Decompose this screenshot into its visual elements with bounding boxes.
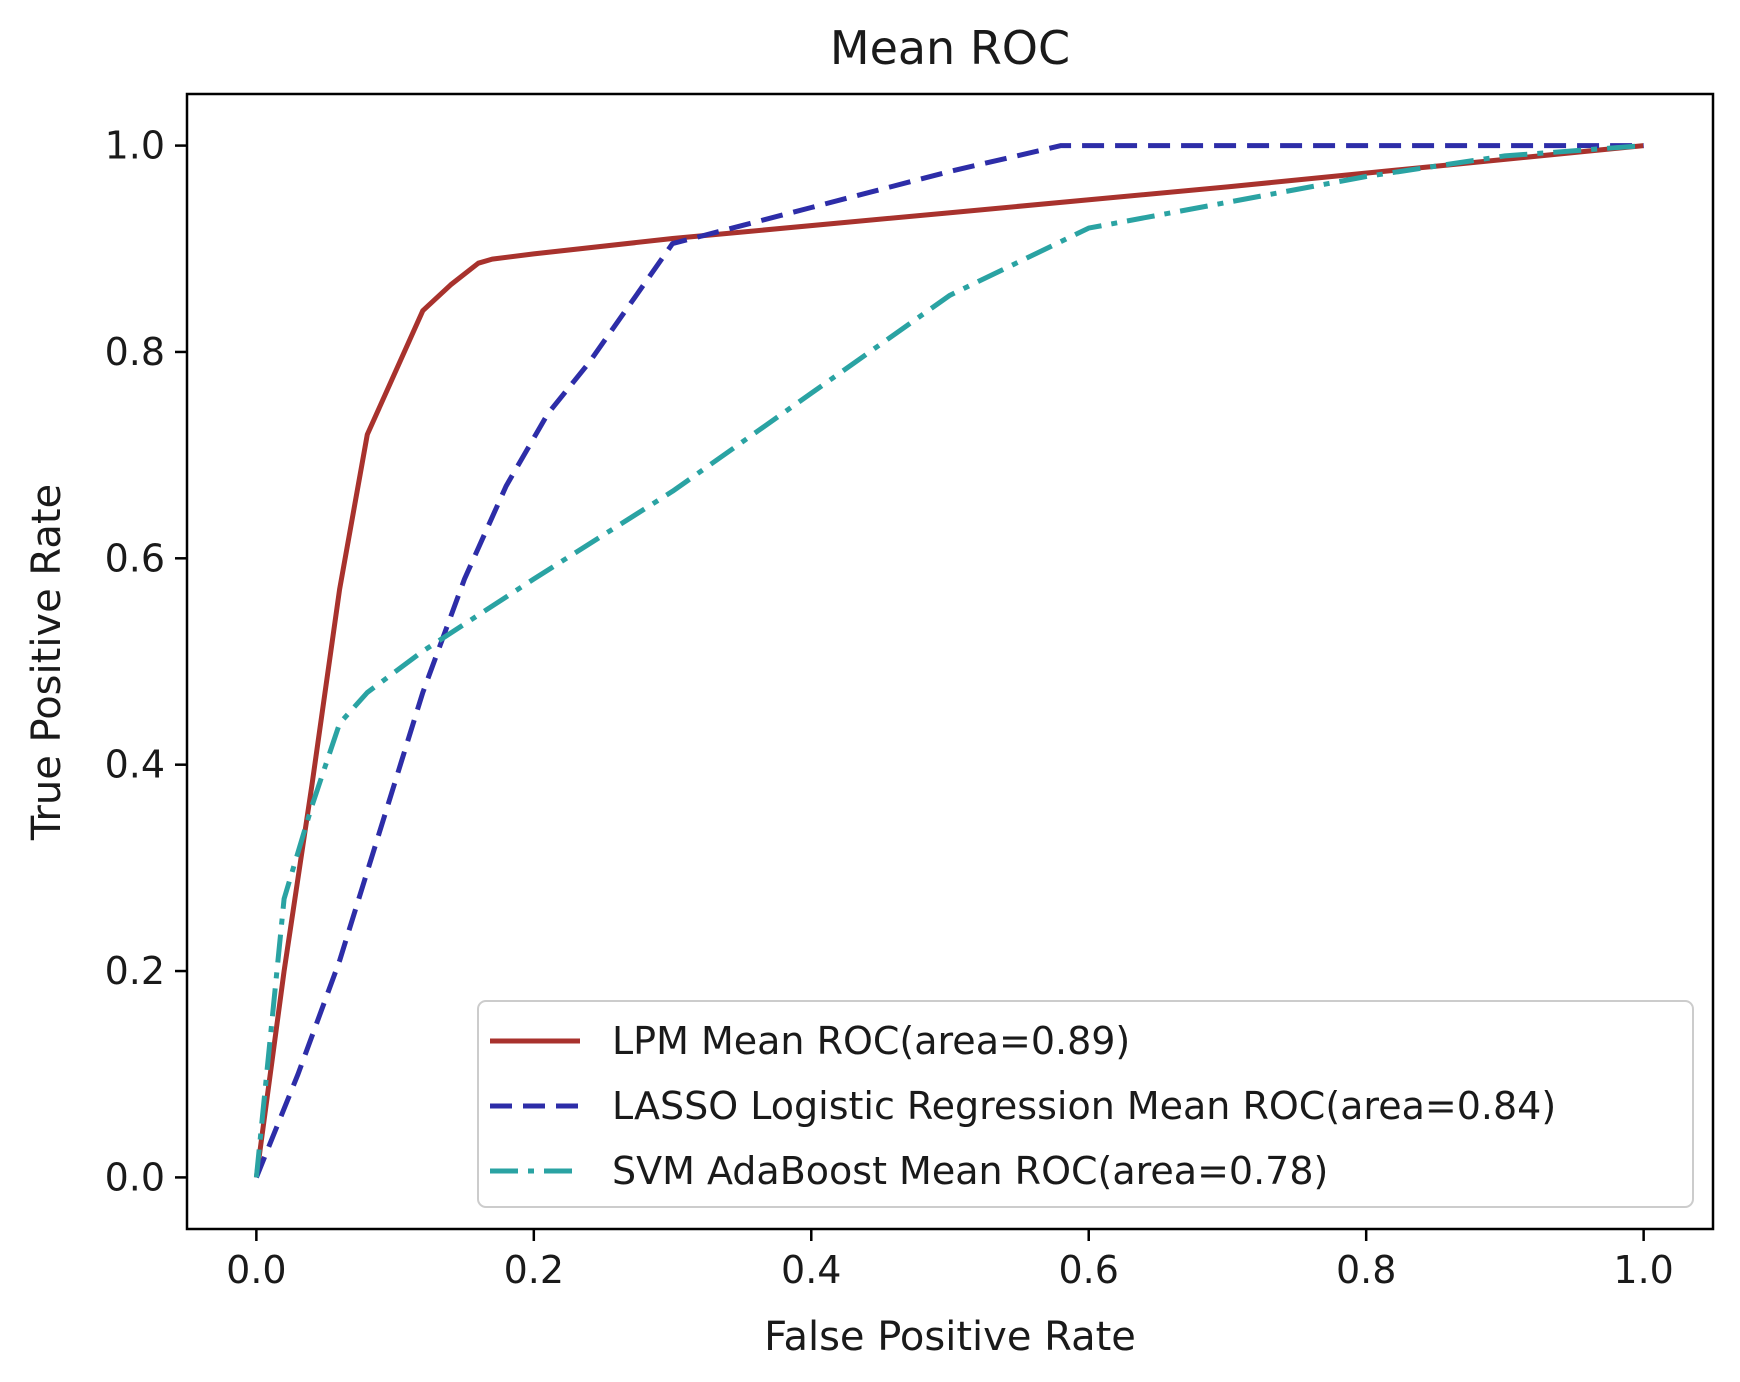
x-axis-ticks: 0.0 0.2 0.4 0.6 0.8 1.0: [226, 1229, 1674, 1292]
x-tick-label: 0.2: [504, 1248, 564, 1292]
x-tick-label: 0.6: [1059, 1248, 1119, 1292]
x-tick-label: 0.0: [226, 1248, 286, 1292]
x-tick-label: 0.8: [1336, 1248, 1396, 1292]
series-line-1: [253, 143, 1644, 1178]
plot-area: 0.0 0.2 0.4 0.6 0.8 1.0 0.0 0.2 0.4 0.6 0.8 1.0: [105, 92, 1715, 1292]
y-axis-ticks: 0.0 0.2 0.4 0.6 0.8 1.0: [105, 124, 187, 1199]
legend-label-2: LASSO Logistic Regression Mean ROC(area=…: [612, 1084, 1556, 1128]
y-axis-label: True Positive Rate: [24, 484, 70, 841]
y-tick-label: 0.0: [105, 1155, 165, 1199]
axes-frame: [185, 92, 1715, 1231]
legend-label-1: LPM Mean ROC(area=0.89): [612, 1019, 1130, 1063]
series-line-3: [253, 143, 1644, 1178]
series-line-2: [254, 143, 1644, 1179]
y-tick-label: 0.8: [105, 330, 165, 374]
legend-label-3: SVM AdaBoost Mean ROC(area=0.78): [612, 1149, 1328, 1193]
y-tick-label: 0.6: [105, 536, 165, 580]
legend-box: [477, 1000, 1694, 1208]
legend: LPM Mean ROC(area=0.89) LASSO Logistic Re…: [477, 1000, 1694, 1208]
x-tick-label: 0.4: [781, 1248, 841, 1292]
x-axis-label: False Positive Rate: [764, 1314, 1136, 1360]
x-tick-label: 1.0: [1613, 1248, 1673, 1292]
legend-entries: LPM Mean ROC(area=0.89) LASSO Logistic Re…: [490, 1019, 1556, 1193]
series-layer: [253, 143, 1644, 1179]
y-tick-label: 0.4: [105, 743, 165, 787]
chart-title: Mean ROC: [830, 21, 1070, 75]
y-tick-label: 0.2: [105, 949, 165, 993]
y-tick-label: 1.0: [105, 124, 165, 168]
